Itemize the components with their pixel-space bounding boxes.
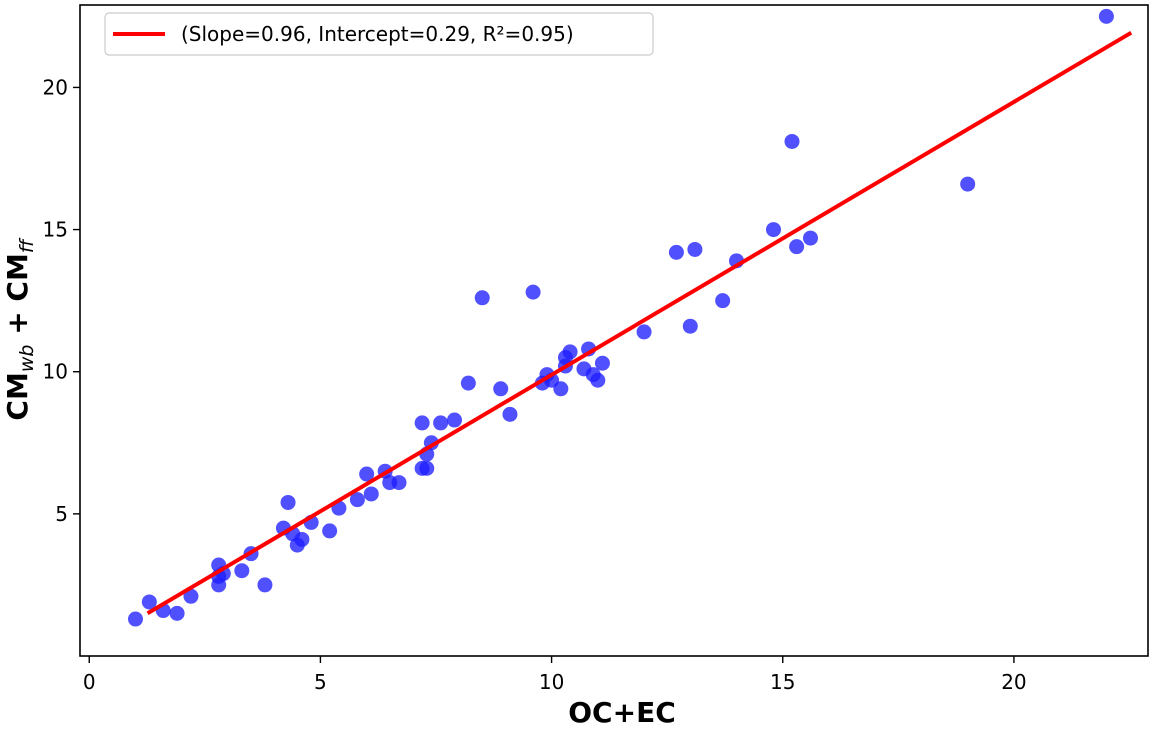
data-point-51 (636, 324, 652, 340)
y-axis-title-sub1: wb (16, 345, 38, 373)
data-point-38 (525, 284, 541, 300)
data-point-59 (789, 239, 805, 255)
y-axis-title-part2: + CM (1, 253, 34, 344)
y-axis-title-sub2: ff (16, 237, 38, 253)
data-point-42 (553, 381, 569, 397)
y-tick-label-15: 15 (43, 218, 68, 242)
x-axis-title: OC+EC (568, 696, 676, 729)
data-point-54 (687, 241, 703, 257)
data-point-19 (322, 523, 338, 539)
y-axis-title: CMwb + CMff (1, 237, 38, 420)
regression-line (146, 30, 1133, 616)
legend-box (104, 12, 654, 56)
data-point-49 (590, 372, 606, 388)
data-point-45 (562, 344, 578, 360)
legend-label: (Slope=0.96, Intercept=0.29, R²=0.95) (181, 22, 574, 46)
x-tick-label-15: 15 (770, 670, 795, 694)
data-point-60 (802, 230, 818, 246)
data-point-37 (502, 406, 518, 422)
data-point-53 (682, 318, 698, 334)
data-point-34 (460, 375, 476, 391)
data-point-1 (127, 611, 143, 627)
data-point-17 (294, 531, 310, 547)
data-point-26 (391, 475, 407, 491)
x-tick-label-0: 0 (83, 670, 96, 694)
data-point-8 (211, 577, 227, 593)
data-point-23 (363, 486, 379, 502)
data-point-62 (1098, 8, 1114, 24)
y-axis-title-part1: CM (1, 372, 34, 420)
legend: (Slope=0.96, Intercept=0.29, R²=0.95) (104, 12, 654, 56)
data-point-33 (446, 412, 462, 428)
data-point-2 (141, 594, 157, 610)
data-point-28 (414, 415, 430, 431)
y-tick-label-10: 10 (43, 360, 68, 384)
data-point-5 (183, 588, 199, 604)
data-point-29 (419, 460, 435, 476)
y-tick-label-20: 20 (43, 75, 68, 99)
data-point-57 (766, 222, 782, 238)
data-point-52 (668, 244, 684, 260)
data-point-32 (433, 415, 449, 431)
data-point-14 (280, 494, 296, 510)
data-point-36 (493, 381, 509, 397)
data-point-61 (960, 176, 976, 192)
x-tick-label-20: 20 (1001, 670, 1026, 694)
data-point-4 (169, 605, 185, 621)
data-point-50 (594, 355, 610, 371)
data-point-58 (784, 133, 800, 149)
data-point-22 (359, 466, 375, 482)
data-point-55 (715, 293, 731, 309)
data-point-10 (234, 563, 250, 579)
data-point-35 (474, 290, 490, 306)
x-tick-label-5: 5 (314, 670, 327, 694)
x-tick-label-10: 10 (539, 670, 564, 694)
data-point-12 (257, 577, 273, 593)
y-tick-label-5: 5 (55, 502, 68, 526)
data-point-21 (349, 492, 365, 508)
